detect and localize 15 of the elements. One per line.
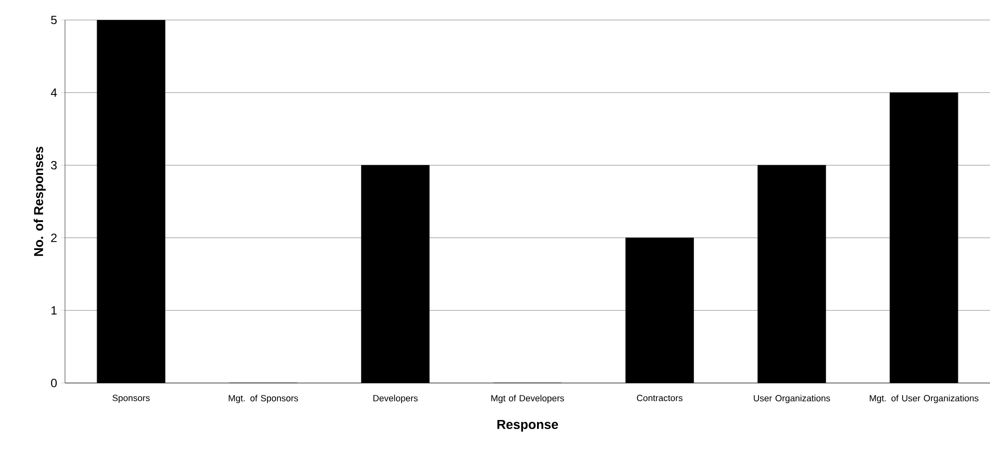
x-tick-label: Sponsors	[112, 394, 150, 403]
y-tick-label: 4	[50, 88, 57, 97]
x-tick-label: User Organizations	[754, 394, 830, 404]
x-tick-label: Mgt. of Sponsors	[228, 394, 298, 404]
y-tick-label: 2	[51, 234, 57, 242]
x-axis-title: Response	[497, 420, 558, 432]
x-tick-label: Mgt of Developers	[491, 394, 564, 404]
x-tick-label: Mgt. of User Organizations	[870, 394, 978, 404]
y-tick-label: 3	[51, 160, 57, 170]
y-tick-label: 0	[51, 378, 57, 388]
y-tick-label: 1	[51, 306, 57, 315]
x-tick-label: Developers	[373, 394, 418, 404]
y-tick-label: 5	[51, 16, 57, 24]
y-axis-title: No. of Responses	[34, 146, 46, 256]
x-tick-label: Contractors	[636, 394, 682, 402]
